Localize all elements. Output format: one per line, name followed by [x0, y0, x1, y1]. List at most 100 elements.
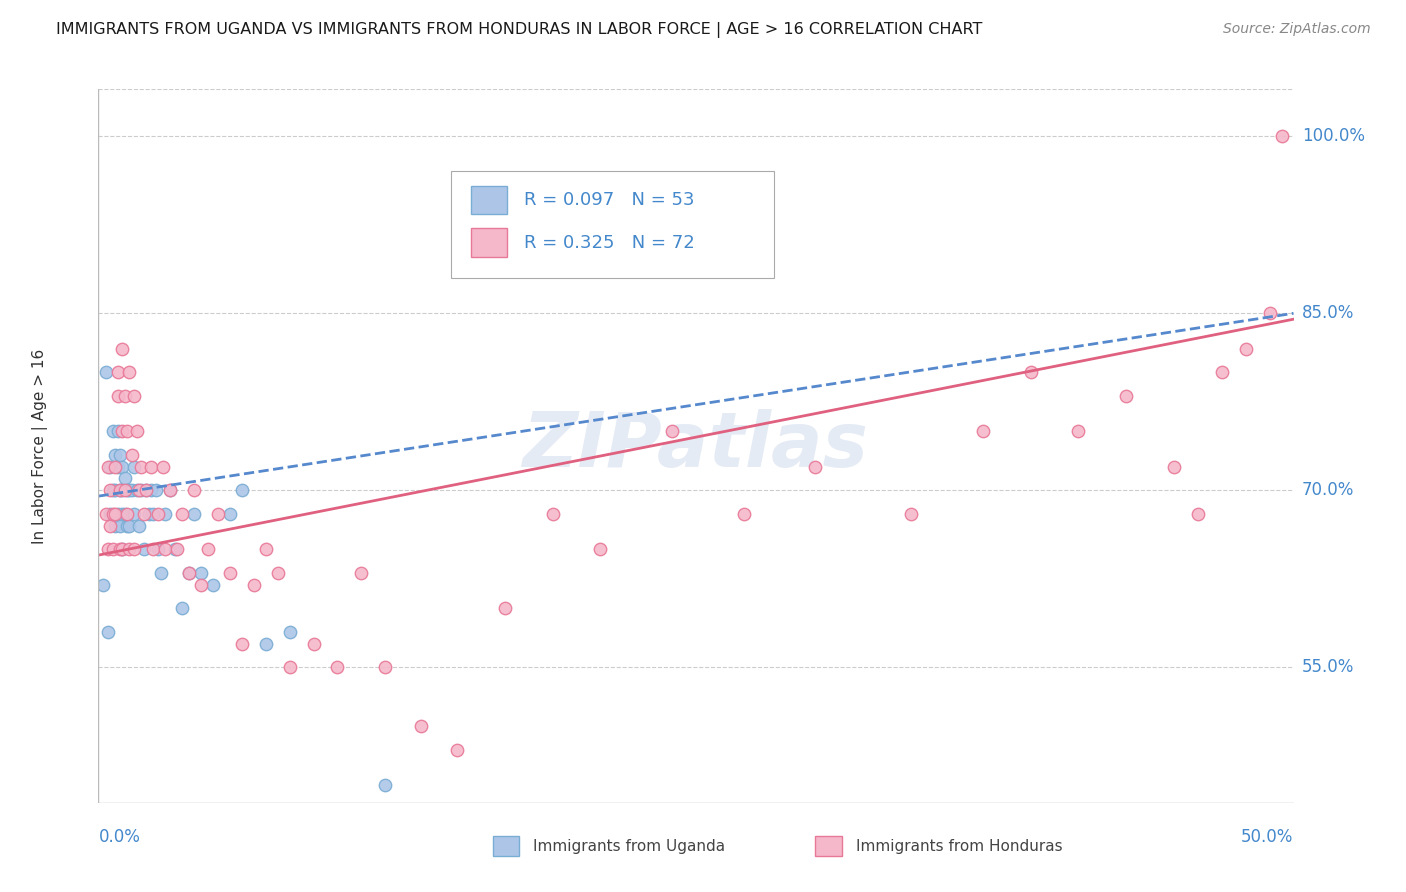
Point: [104, 483, 127, 498]
Point: [267, 566, 290, 580]
Point: [104, 448, 127, 462]
FancyBboxPatch shape: [451, 171, 773, 278]
Point: [149, 566, 172, 580]
Point: [108, 542, 131, 557]
Point: [179, 566, 201, 580]
Point: [155, 507, 177, 521]
Point: [219, 566, 242, 580]
Point: [115, 518, 138, 533]
Point: [152, 459, 174, 474]
Text: 85.0%: 85.0%: [1302, 304, 1354, 322]
Point: [589, 542, 612, 557]
Text: Immigrants from Honduras: Immigrants from Honduras: [856, 838, 1063, 854]
Point: [350, 566, 373, 580]
Point: [111, 459, 134, 474]
FancyBboxPatch shape: [471, 228, 508, 257]
Point: [278, 660, 301, 674]
Point: [114, 483, 136, 498]
Point: [135, 483, 157, 498]
Text: 55.0%: 55.0%: [1302, 658, 1354, 676]
Point: [108, 448, 131, 462]
Text: 0.0%: 0.0%: [98, 828, 141, 846]
Point: [124, 542, 146, 557]
Point: [118, 483, 141, 498]
Point: [107, 459, 129, 474]
Point: [219, 507, 242, 521]
Point: [166, 542, 188, 557]
Point: [107, 389, 129, 403]
Point: [94, 507, 117, 521]
Point: [121, 483, 143, 498]
Point: [97, 542, 120, 557]
Point: [104, 507, 127, 521]
Point: [107, 507, 129, 521]
Point: [114, 507, 136, 521]
Text: 100.0%: 100.0%: [1302, 128, 1365, 145]
Text: R = 0.097   N = 53: R = 0.097 N = 53: [524, 191, 695, 209]
Point: [111, 507, 134, 521]
Point: [172, 601, 194, 615]
Point: [97, 624, 120, 639]
Point: [111, 483, 134, 498]
Point: [101, 542, 124, 557]
Point: [1187, 507, 1209, 521]
Point: [98, 518, 122, 533]
Point: [197, 542, 219, 557]
FancyBboxPatch shape: [471, 186, 508, 214]
Point: [411, 719, 433, 733]
Point: [1067, 424, 1090, 438]
Point: [183, 507, 205, 521]
Text: Immigrants from Uganda: Immigrants from Uganda: [533, 838, 725, 854]
Point: [1258, 306, 1281, 320]
Point: [114, 389, 136, 403]
Text: ZIPatlas: ZIPatlas: [523, 409, 869, 483]
Point: [541, 507, 564, 521]
Point: [139, 459, 162, 474]
Point: [1234, 342, 1257, 356]
Point: [128, 518, 150, 533]
Point: [111, 424, 134, 438]
Point: [172, 507, 194, 521]
Point: [494, 601, 516, 615]
Point: [148, 542, 170, 557]
Point: [183, 483, 205, 498]
Point: [101, 424, 124, 438]
Point: [131, 483, 153, 498]
Point: [114, 471, 136, 485]
Point: [278, 624, 301, 639]
Point: [97, 459, 120, 474]
Point: [142, 542, 165, 557]
Point: [111, 542, 134, 557]
Point: [733, 507, 755, 521]
Point: [125, 424, 148, 438]
Point: [159, 483, 181, 498]
Text: R = 0.325   N = 72: R = 0.325 N = 72: [524, 234, 695, 252]
Point: [131, 459, 153, 474]
Point: [121, 448, 143, 462]
Point: [202, 577, 225, 591]
Point: [118, 365, 141, 379]
Point: [111, 342, 134, 356]
Point: [115, 483, 138, 498]
Point: [124, 507, 146, 521]
Point: [254, 542, 277, 557]
Point: [118, 542, 141, 557]
Point: [207, 507, 229, 521]
Point: [124, 389, 146, 403]
Point: [1271, 129, 1294, 144]
Point: [148, 507, 170, 521]
Point: [104, 518, 127, 533]
Point: [1019, 365, 1042, 379]
Point: [374, 778, 396, 792]
Point: [374, 660, 396, 674]
Point: [101, 507, 124, 521]
Point: [804, 459, 827, 474]
Point: [326, 660, 349, 674]
Text: IMMIGRANTS FROM UGANDA VS IMMIGRANTS FROM HONDURAS IN LABOR FORCE | AGE > 16 COR: IMMIGRANTS FROM UGANDA VS IMMIGRANTS FRO…: [56, 22, 983, 38]
Point: [107, 365, 129, 379]
Point: [135, 483, 157, 498]
Point: [179, 566, 201, 580]
Point: [108, 518, 131, 533]
Point: [145, 483, 167, 498]
Text: 70.0%: 70.0%: [1302, 481, 1354, 500]
